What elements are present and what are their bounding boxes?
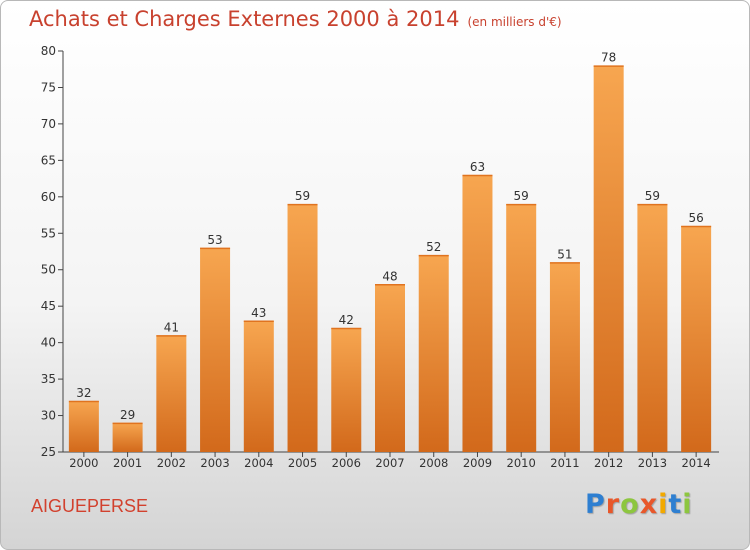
x-tick-label: 2006	[332, 456, 361, 470]
chart-axes: 25 30 35 40 45 50 55 60 65 70 75 80 2000 2001 2002 2003…	[41, 44, 719, 470]
chart-title: Achats et Charges Externes 2000 à 2014 (e…	[29, 7, 562, 31]
chart-bars: 32 29 41 53 43 59 42 48 52 63 59 51 78 59 56	[68, 51, 712, 453]
bar-data-label: 32	[76, 386, 91, 400]
bar	[593, 65, 624, 452]
bar	[112, 422, 143, 452]
bar-data-label: 59	[514, 189, 529, 203]
y-tick-label: 55	[41, 226, 56, 240]
logo-letter: x	[639, 489, 659, 520]
bar-data-label: 51	[557, 247, 572, 261]
bar-data-label: 42	[339, 313, 354, 327]
bar	[68, 400, 99, 452]
title-text: Achats et Charges Externes 2000 à 2014	[29, 7, 460, 31]
bar	[200, 247, 231, 452]
bar-data-label: 43	[251, 306, 266, 320]
bar-data-label: 41	[164, 320, 179, 334]
x-tick-label: 2007	[375, 456, 404, 470]
logo-letter: i	[658, 489, 669, 520]
x-tick-label: 2000	[69, 456, 98, 470]
bar-data-label: 29	[120, 408, 135, 422]
bar	[418, 255, 449, 452]
y-tick-label: 65	[41, 153, 56, 167]
bar	[156, 335, 187, 452]
bar	[287, 204, 318, 452]
bar	[506, 204, 537, 452]
bar	[637, 204, 668, 452]
bar	[375, 284, 405, 452]
y-tick-label: 80	[41, 44, 56, 58]
y-tick-label: 45	[41, 299, 56, 313]
y-tick-label: 35	[41, 372, 56, 386]
bar	[462, 174, 493, 453]
logo-letter: i	[682, 489, 693, 520]
x-tick-label: 2010	[507, 456, 536, 470]
bar	[243, 320, 274, 452]
y-tick-label: 70	[41, 117, 56, 131]
bar	[549, 262, 580, 452]
y-tick-label: 50	[41, 263, 56, 277]
y-tick-label: 75	[41, 80, 56, 94]
y-tick-label: 40	[41, 336, 56, 350]
x-tick-label: 2009	[463, 456, 492, 470]
bar	[681, 225, 712, 452]
bar-data-label: 52	[426, 240, 441, 254]
x-tick-label: 2004	[244, 456, 273, 470]
logo-letter: P	[585, 489, 606, 520]
logo-letter: o	[620, 489, 640, 520]
bar-data-label: 56	[688, 211, 703, 225]
bar-data-label: 48	[382, 269, 397, 283]
x-tick-label: 2013	[638, 456, 667, 470]
logo-letter: r	[605, 489, 621, 520]
x-tick-label: 2005	[288, 456, 317, 470]
proxiti-logo[interactable]: Proxiti	[585, 489, 693, 520]
location-name: AIGUEPERSE	[31, 496, 149, 516]
x-tick-label: 2012	[594, 456, 623, 470]
x-tick-label: 2008	[419, 456, 448, 470]
y-tick-label: 60	[41, 190, 56, 204]
x-tick-label: 2002	[157, 456, 186, 470]
bar-data-label: 59	[645, 189, 660, 203]
y-tick-label: 25	[41, 445, 56, 459]
bar-data-label: 63	[470, 160, 485, 174]
bar	[331, 328, 362, 452]
y-tick-label: 30	[41, 409, 56, 423]
x-tick-label: 2014	[681, 456, 710, 470]
x-tick-label: 2001	[113, 456, 142, 470]
logo-letter: t	[668, 489, 683, 520]
title-unit: (en milliers d'€)	[467, 15, 562, 29]
bar-data-label: 53	[207, 233, 222, 247]
x-tick-label: 2011	[550, 456, 579, 470]
x-tick-label: 2003	[200, 456, 229, 470]
bar-data-label: 78	[601, 51, 616, 65]
bar-data-label: 59	[295, 189, 310, 203]
